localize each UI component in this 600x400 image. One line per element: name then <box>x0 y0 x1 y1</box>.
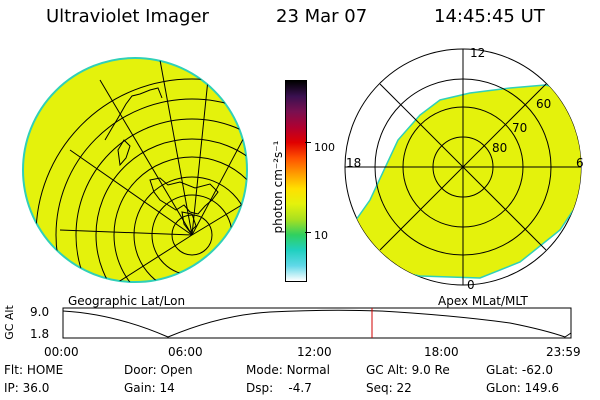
time-label: 14:45:45 UT <box>434 6 545 27</box>
status-dsp: Dsp: -4.7 <box>246 381 312 395</box>
mlt-label-0: 0 <box>467 278 475 292</box>
status-flt: Flt: HOME <box>4 363 64 377</box>
status-gain: Gain: 14 <box>124 381 175 395</box>
status-ip: IP: 36.0 <box>4 381 50 395</box>
door-value: Open <box>160 363 193 377</box>
xtick-2359: 23:59 <box>546 345 581 359</box>
xtick-1800: 18:00 <box>424 345 459 359</box>
altitude-ytick-min: 1.8 <box>30 327 50 341</box>
dsp-value: -4.7 <box>288 381 312 395</box>
status-gc-alt: GC Alt: 9.0 Re <box>366 363 450 377</box>
gain-value: 14 <box>159 381 175 395</box>
status-mode: Mode: Normal <box>246 363 330 377</box>
status-seq: Seq: 22 <box>366 381 412 395</box>
mlat-label-60: 60 <box>536 97 552 111</box>
date-label: 23 Mar 07 <box>276 6 368 27</box>
altitude-ylabel: GC Alt <box>2 305 16 340</box>
colorbar-tick <box>305 142 311 143</box>
altitude-curve <box>62 309 572 338</box>
colorbar-gradient <box>286 81 306 281</box>
instrument-title: Ultraviolet Imager <box>46 6 209 27</box>
geo-image-disk <box>22 57 248 283</box>
seq-value: 22 <box>396 381 412 395</box>
colorbar-tick-10: 10 <box>314 229 328 242</box>
ip-value: 36.0 <box>22 381 50 395</box>
mlt-label-18: 18 <box>346 156 362 170</box>
glon-value: 149.6 <box>524 381 559 395</box>
status-glon: GLon: 149.6 <box>486 381 559 395</box>
mlat-label-80: 80 <box>492 141 508 155</box>
flt-value: HOME <box>26 363 64 377</box>
mlat-label-70: 70 <box>512 121 528 135</box>
xtick-1200: 12:00 <box>297 345 332 359</box>
apex-grid <box>345 49 581 285</box>
gc-alt-value: 9.0 Re <box>411 363 450 377</box>
mode-value: Normal <box>286 363 330 377</box>
xtick-0000: 00:00 <box>44 345 79 359</box>
altitude-plot-frame <box>62 307 572 339</box>
altitude-ytick-max: 9.0 <box>30 305 50 319</box>
geo-grid <box>35 59 247 282</box>
mlt-label-12: 12 <box>470 46 486 60</box>
mlt-label-6: 6 <box>576 156 584 170</box>
status-door: Door: Open <box>124 363 193 377</box>
apex-caption: Apex MLat/MLT <box>438 294 528 308</box>
colorbar <box>285 80 307 282</box>
glat-value: -62.0 <box>521 363 553 377</box>
colorbar-tick-100: 100 <box>314 141 335 154</box>
status-glat: GLat: -62.0 <box>486 363 553 377</box>
xtick-0600: 06:00 <box>168 345 203 359</box>
colorbar-tick <box>305 232 311 233</box>
geo-caption: Geographic Lat/Lon <box>68 294 186 308</box>
